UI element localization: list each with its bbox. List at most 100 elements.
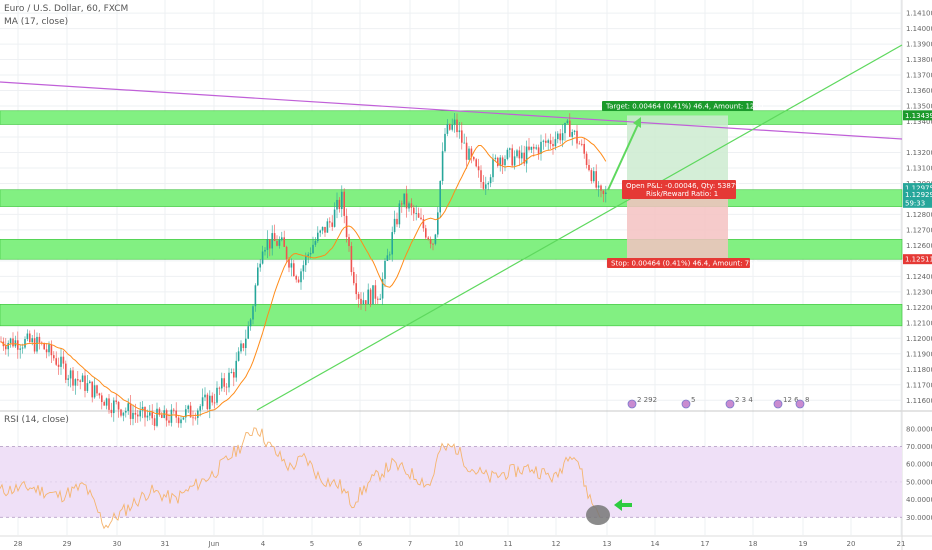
candle-body — [57, 364, 60, 367]
economic-event-label: 2 3 4 — [735, 396, 753, 404]
candle-body — [278, 239, 281, 246]
candles[interactable] — [0, 112, 607, 431]
candle-body — [218, 387, 221, 389]
candle-body — [307, 254, 309, 256]
candle-body — [77, 379, 79, 381]
target-label: Target: 0.00464 (0.41%) 46.4, Amount: 12… — [605, 103, 763, 111]
position-label-box — [622, 180, 736, 199]
candle-body — [348, 237, 350, 247]
time-axis[interactable]: 28 29 30 31 Jun 4 5 6 7 10 11 12 13 14 17 18 19 20 21 — [14, 540, 906, 548]
candle-body — [127, 403, 129, 412]
candle-body — [602, 190, 605, 194]
candle-body — [86, 383, 89, 391]
candle-body — [45, 349, 48, 353]
time-tick-label: 11 — [504, 540, 513, 548]
candle-body — [384, 260, 386, 279]
candle-body — [319, 230, 321, 233]
rsi-green-arrow-icon — [614, 499, 632, 511]
time-tick-label: 14 — [651, 540, 660, 548]
candle-body — [545, 140, 547, 143]
price-badge-label: 1.13439 — [905, 112, 932, 120]
candle-body — [523, 152, 525, 164]
candle-body — [477, 166, 480, 171]
price-tick-label: 1.12700 — [906, 226, 932, 234]
candle-body — [405, 193, 408, 209]
candle-body — [600, 185, 602, 191]
candle-body — [93, 385, 96, 398]
candle-body — [60, 356, 62, 367]
rsi-tick-label: 70.0000 — [906, 443, 932, 451]
candle-body — [413, 207, 415, 214]
candle-body — [62, 356, 65, 364]
candle-body — [381, 278, 384, 299]
price-axis[interactable]: 1.14100 1.14000 1.13900 1.13800 1.13700 1.136… — [903, 10, 932, 405]
candle-body — [343, 191, 345, 216]
candle-body — [326, 221, 329, 233]
trend-line — [256, 44, 903, 411]
candle-body — [98, 393, 101, 396]
candle-body — [228, 372, 230, 388]
events[interactable]: 2 292 5 2 3 4 12 6 8 — [627, 396, 809, 409]
candle-body — [441, 151, 444, 182]
candle-body — [456, 119, 458, 133]
candle-body — [578, 143, 581, 145]
candle-body — [108, 398, 110, 410]
candle-body — [537, 147, 540, 154]
candle-body — [470, 148, 473, 158]
candle-body — [249, 319, 252, 327]
price-tick-label: 1.13400 — [906, 118, 932, 126]
price-badge — [903, 197, 932, 208]
candle-body — [369, 289, 372, 305]
candle-body — [132, 412, 134, 419]
candle-body — [213, 402, 216, 404]
economic-event-icon[interactable] — [627, 399, 637, 409]
candle-body — [437, 212, 439, 235]
economic-event-icon[interactable] — [795, 399, 805, 409]
price-tick-label: 1.11700 — [906, 381, 932, 389]
rsi-tick-label: 60.0000 — [906, 461, 932, 469]
candle-body — [489, 177, 492, 184]
rsi-highlight-circle — [586, 505, 610, 525]
price-tick-label: 1.12800 — [906, 211, 932, 219]
economic-event-icon[interactable] — [773, 399, 783, 409]
position-label-line2: Risk/Reward Ratio: 1 — [646, 190, 718, 198]
candle-body — [9, 338, 12, 344]
candle-body — [559, 133, 561, 141]
candle-body — [506, 149, 509, 160]
stop-label-box — [607, 258, 750, 268]
candle-body — [338, 199, 341, 210]
economic-event-icon[interactable] — [725, 399, 735, 409]
economic-event-icon[interactable] — [681, 399, 691, 409]
candle-body — [24, 338, 26, 348]
candle-body — [281, 237, 283, 240]
trade-labels: Target: 0.00464 (0.41%) 46.4, Amount: 12… — [602, 101, 763, 268]
candle-body — [482, 181, 485, 189]
candle-body — [221, 378, 223, 389]
candle-body — [593, 171, 595, 182]
price-tick-label: 1.13500 — [906, 103, 932, 111]
candle-body — [552, 143, 554, 147]
candle-body — [533, 146, 535, 149]
time-tick-label: 12 — [552, 540, 561, 548]
candle-body — [590, 170, 593, 182]
candle-body — [309, 253, 312, 255]
candle-body — [206, 394, 209, 410]
candle-body — [204, 394, 206, 398]
candle-body — [585, 153, 588, 165]
candle-body — [357, 294, 360, 299]
candle-body — [372, 285, 374, 305]
candle-body — [597, 185, 600, 188]
candle-body — [139, 410, 141, 417]
price-badge-label: 1.12929 — [905, 191, 932, 199]
economic-event-label: 12 6 — [783, 396, 799, 404]
candle-body — [530, 146, 533, 150]
candle-body — [451, 124, 453, 130]
economic-event-label: 5 — [691, 396, 695, 404]
candle-body — [43, 343, 45, 350]
time-tick-label: 10 — [455, 540, 464, 548]
candle-body — [583, 143, 585, 154]
candle-body — [528, 146, 530, 150]
candle-body — [535, 147, 537, 149]
candle-body — [182, 417, 185, 420]
